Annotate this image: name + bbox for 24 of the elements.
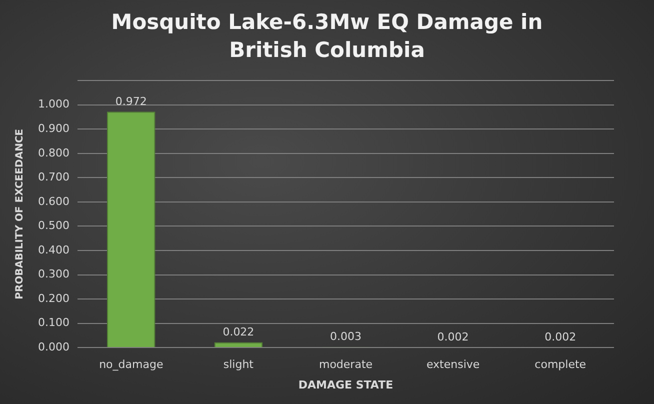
y-tick-label: 0.800 bbox=[38, 146, 70, 160]
x-tick-label: slight bbox=[223, 358, 254, 372]
y-axis-title: PROBABILITY OF EXCEEDANCE bbox=[14, 128, 26, 300]
y-tick-label: 0.600 bbox=[38, 194, 70, 208]
x-tick-label: extensive bbox=[426, 358, 480, 372]
y-tick-label: 0.500 bbox=[38, 219, 70, 232]
y-tick-label: 0.000 bbox=[38, 340, 70, 354]
y-tick-label: 0.700 bbox=[38, 170, 70, 184]
y-tick-label: 0.100 bbox=[38, 316, 70, 330]
y-tick-label: 0.900 bbox=[38, 122, 70, 136]
y-tick-label: 0.200 bbox=[38, 292, 70, 305]
data-label: 0.002 bbox=[437, 330, 469, 344]
data-label: 0.002 bbox=[544, 330, 576, 344]
x-tick-label: moderate bbox=[318, 358, 373, 372]
data-label: 0.003 bbox=[330, 330, 362, 344]
y-tick-label: 0.300 bbox=[38, 268, 70, 281]
data-label: 0.972 bbox=[115, 95, 147, 108]
x-tick-label: no_damage bbox=[99, 358, 164, 372]
chart-title: Mosquito Lake-6.3Mw EQ Damage in British Columbia bbox=[110, 9, 544, 64]
x-axis-title: DAMAGE STATE bbox=[298, 378, 394, 392]
y-tick-label: 0.400 bbox=[38, 243, 70, 256]
data-label: 0.022 bbox=[222, 326, 254, 339]
y-tick-label: 1.000 bbox=[38, 98, 70, 111]
x-tick-label: complete bbox=[534, 358, 586, 372]
